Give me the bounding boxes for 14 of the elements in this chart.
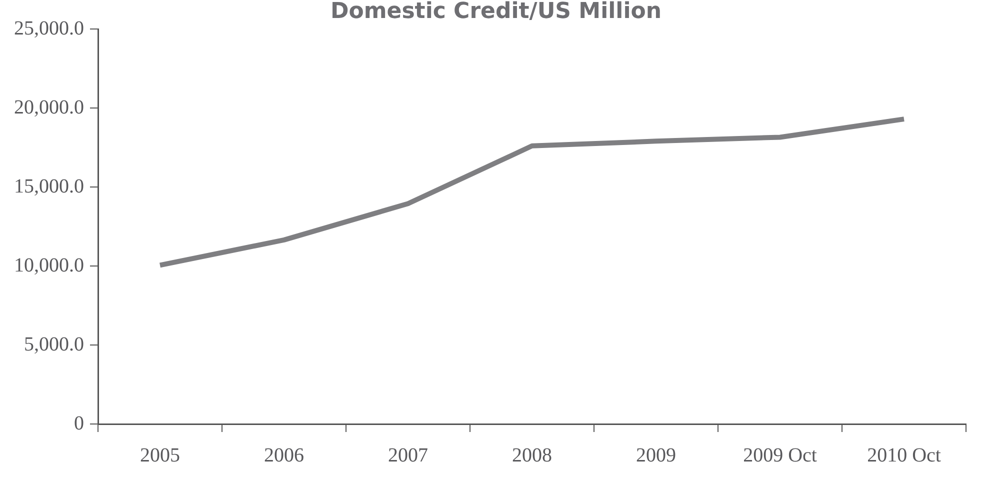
y-tick-label: 10,000.0 — [14, 254, 84, 276]
y-tick-label: 0 — [74, 412, 84, 434]
y-tick-label: 15,000.0 — [14, 175, 84, 198]
y-tick-label: 5,000.0 — [24, 333, 84, 356]
y-tick-label: 20,000.0 — [14, 96, 84, 118]
x-tick-label: 2006 — [264, 444, 304, 466]
x-tick-label: 2009 — [636, 444, 676, 466]
x-tick-label: 2007 — [388, 444, 428, 466]
x-tick-label: 2008 — [512, 444, 552, 466]
x-tick-label: 2005 — [140, 444, 180, 466]
y-tick-label: 25,000.0 — [14, 17, 84, 40]
x-tick-label: 2009 Oct — [743, 444, 818, 466]
chart-title: Domestic Credit/US Million — [330, 0, 662, 24]
x-tick-label: 2010 Oct — [867, 444, 942, 466]
